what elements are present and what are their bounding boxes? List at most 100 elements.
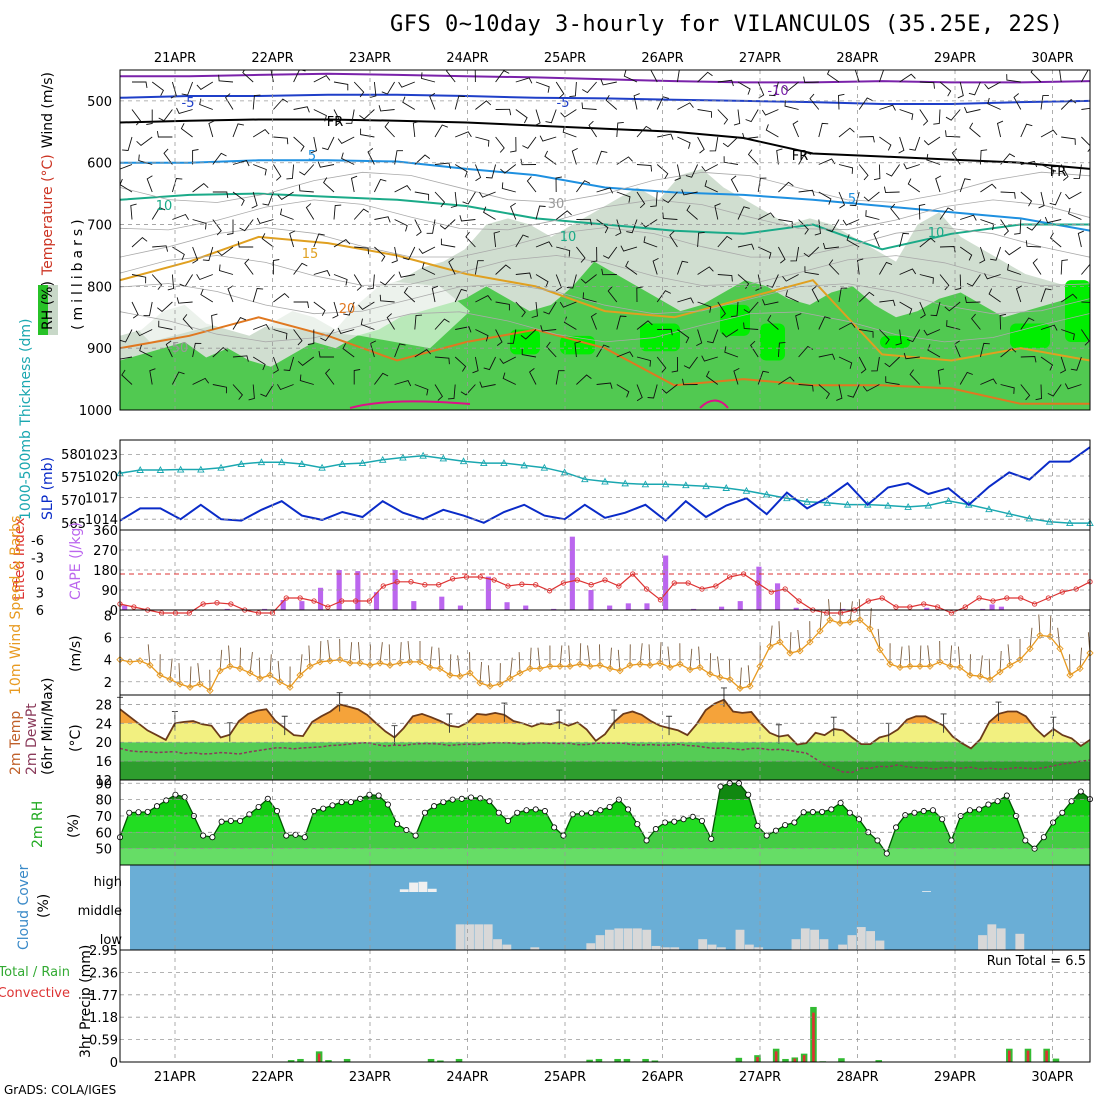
precip-legend-convective: Convective (0, 986, 70, 1001)
wind-barb (984, 81, 1001, 90)
rh-point (578, 810, 585, 817)
cape-bar (737, 601, 743, 610)
wind-barb (778, 219, 793, 228)
precip-ylabel: 3hr Precip (mm) (78, 945, 94, 1058)
wind-barb (474, 70, 476, 83)
rh-line (119, 782, 1091, 856)
wind-barb (937, 368, 945, 385)
precip-total-bar (297, 1058, 304, 1062)
precip-total-bar (343, 1058, 351, 1062)
rh-point (384, 801, 391, 808)
cape-bar (691, 608, 697, 610)
wind-barb (465, 231, 476, 248)
wind-barb (479, 381, 496, 388)
cloud-low-bar (866, 931, 876, 950)
wind-barb (172, 213, 189, 220)
cape-bar (980, 608, 986, 610)
temp-contour-25 (349, 399, 729, 409)
cloud-unit-text: (%) (36, 894, 52, 918)
wind-barb (919, 81, 935, 89)
wind-speed-point (336, 656, 344, 664)
wind-barb (650, 191, 658, 208)
cloud-low-bar (660, 947, 670, 950)
wind-barb (677, 102, 694, 110)
wind-barb (1081, 70, 1090, 83)
wind-speed-point (166, 675, 174, 684)
precip-total-bar (287, 1060, 295, 1062)
cloud-low-bar (586, 943, 596, 950)
rh-unit-text: (%) (66, 814, 82, 838)
lifted-ylabel-text: Lifted Index (12, 518, 28, 600)
wind-barb (217, 246, 234, 256)
temp-minmax-whisker (830, 716, 837, 737)
wind-barb (522, 136, 537, 149)
precip-total-bar (586, 1059, 593, 1062)
wind-barb (765, 124, 779, 138)
run-total-label: Run Total = 6.5 (987, 954, 1086, 969)
rh-point (274, 808, 281, 815)
wind-barb (616, 156, 633, 165)
wind-barb (696, 329, 703, 347)
wind-barb (515, 77, 533, 84)
wind-barb (959, 178, 971, 193)
lifted-point (643, 586, 650, 592)
rh-point (874, 837, 881, 844)
lifted-point (588, 582, 594, 588)
wind-barb (434, 191, 446, 208)
wind-speed-point (706, 670, 714, 678)
wind-barb (520, 329, 537, 340)
cloud-low-bar (856, 927, 866, 950)
wind-barb (1068, 207, 1082, 220)
lifted-point (948, 610, 955, 616)
wind-barb (743, 322, 759, 330)
ua-ytick: 500 (87, 95, 112, 110)
wind-barb (394, 343, 406, 358)
precip-conv-bar (793, 1058, 797, 1062)
wind-speed-point (206, 686, 214, 695)
thickness-point (257, 458, 266, 466)
rh-point (421, 809, 428, 816)
wind-speed-point (676, 660, 684, 668)
temp-above-24 (120, 699, 1090, 724)
temp-minmax-whisker (226, 722, 233, 742)
wind-barb (683, 356, 698, 369)
wind-barb (299, 164, 315, 176)
wind-speed-point (1076, 664, 1084, 673)
slp-ytick: 1023 (85, 448, 118, 463)
wind-barb (590, 312, 598, 330)
rh-point (948, 837, 955, 844)
thickness-point (156, 466, 165, 473)
thickness-line (119, 454, 1090, 524)
rh-point (163, 797, 170, 804)
wind-barb (939, 207, 954, 220)
wind-barb (1073, 164, 1082, 180)
wind-barb (607, 286, 618, 303)
cape-bar (989, 604, 995, 610)
wind-barb (842, 219, 860, 226)
wind-barb (559, 301, 577, 308)
wind-barb (798, 219, 809, 235)
wind-barb (1000, 384, 1015, 394)
wind-barb (927, 344, 941, 358)
wind-barb (151, 207, 166, 220)
thickness-point (843, 500, 852, 508)
wind-barb (225, 93, 234, 110)
lifted-point (1004, 595, 1010, 601)
cloud-low-bar (819, 939, 829, 950)
wind-barb (747, 149, 759, 165)
wind-barb (307, 329, 315, 345)
wind-barb (317, 161, 335, 168)
wind-speed-point (486, 682, 494, 690)
wind-barb (394, 185, 412, 193)
wind-barb (176, 107, 193, 114)
wind-barb (414, 314, 423, 330)
wind-barb (605, 94, 618, 110)
wind-barb (545, 109, 557, 124)
wind-barb (745, 109, 759, 123)
wind-barb (616, 315, 627, 330)
wind-barb (333, 81, 349, 91)
thickness-point (277, 458, 286, 466)
cape-bar (523, 605, 529, 610)
wind-barb (636, 320, 653, 330)
ua-ylabel: RH (%) Temperature (°C) Wind (m/s) (40, 72, 56, 330)
